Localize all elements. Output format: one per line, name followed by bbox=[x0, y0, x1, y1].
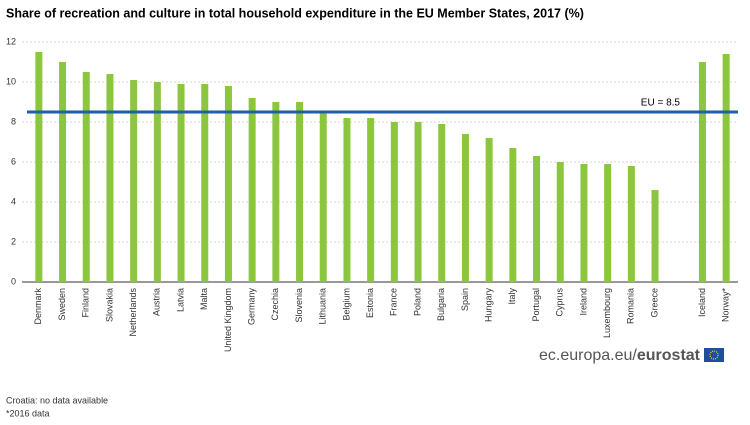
note: *2016 data bbox=[6, 408, 50, 418]
x-tick-label: Bulgaria bbox=[436, 288, 446, 321]
y-tick-label: 10 bbox=[6, 76, 16, 86]
bar bbox=[296, 102, 304, 282]
source-brand: eurostat bbox=[637, 347, 701, 364]
bar bbox=[390, 122, 398, 282]
bar bbox=[438, 124, 446, 282]
x-tick-label: United Kingdom bbox=[223, 288, 233, 352]
bar bbox=[651, 190, 659, 282]
bar bbox=[82, 72, 90, 282]
bar bbox=[698, 62, 706, 282]
x-tick-label: Iceland bbox=[697, 288, 707, 317]
bar bbox=[604, 164, 612, 282]
x-tick-label: Slovenia bbox=[294, 288, 304, 323]
x-tick-label: Cyprus bbox=[555, 288, 565, 317]
bar bbox=[627, 166, 635, 282]
bar bbox=[509, 148, 517, 282]
x-tick-label: Austria bbox=[152, 288, 162, 316]
chart-title: Share of recreation and culture in total… bbox=[6, 6, 584, 20]
note: Croatia: no data available bbox=[6, 395, 108, 405]
bar bbox=[319, 112, 327, 282]
bar bbox=[343, 118, 351, 282]
x-tick-label: Greece bbox=[649, 288, 659, 318]
x-tick-label: Poland bbox=[412, 288, 422, 316]
bar bbox=[722, 54, 730, 282]
bar bbox=[485, 138, 493, 282]
x-tick-label: Finland bbox=[81, 288, 91, 318]
y-tick-label: 8 bbox=[11, 116, 16, 126]
bar bbox=[153, 82, 161, 282]
bar bbox=[59, 62, 67, 282]
x-tick-label: Lithuania bbox=[318, 288, 328, 325]
x-tick-label: Netherlands bbox=[128, 288, 138, 337]
x-tick-label: Spain bbox=[460, 288, 470, 311]
eu-flag bbox=[704, 348, 724, 362]
bar bbox=[580, 164, 588, 282]
bar bbox=[367, 118, 375, 282]
bar bbox=[533, 156, 541, 282]
x-tick-label: Norway* bbox=[721, 288, 731, 323]
bar bbox=[414, 122, 422, 282]
reference-label: EU = 8.5 bbox=[641, 98, 681, 109]
bar bbox=[461, 134, 469, 282]
x-tick-label: Luxembourg bbox=[602, 288, 612, 338]
x-tick-label: Denmark bbox=[33, 288, 43, 325]
x-tick-label: Slovakia bbox=[104, 288, 114, 322]
x-tick-label: Latvia bbox=[175, 288, 185, 312]
bar bbox=[201, 84, 209, 282]
bar bbox=[106, 74, 114, 282]
bar bbox=[35, 52, 43, 282]
x-tick-label: Malta bbox=[199, 288, 209, 310]
x-tick-label: Czechia bbox=[270, 288, 280, 321]
source-domain: ec.europa.eu/ bbox=[539, 347, 637, 364]
x-tick-label: Italy bbox=[507, 288, 517, 305]
x-tick-label: Hungary bbox=[484, 288, 494, 323]
x-tick-label: Romania bbox=[626, 288, 636, 324]
x-tick-label: Ireland bbox=[578, 288, 588, 316]
bar bbox=[556, 162, 564, 282]
x-tick-label: Germany bbox=[247, 288, 257, 326]
bar bbox=[130, 80, 138, 282]
x-tick-label: Belgium bbox=[341, 288, 351, 321]
bar bbox=[272, 102, 280, 282]
x-tick-label: Sweden bbox=[57, 288, 67, 321]
bar bbox=[248, 98, 256, 282]
x-tick-label: Portugal bbox=[531, 288, 541, 322]
y-tick-label: 0 bbox=[11, 276, 16, 286]
y-tick-label: 2 bbox=[11, 236, 16, 246]
bar bbox=[224, 86, 232, 282]
x-tick-label: Estonia bbox=[365, 288, 375, 318]
x-tick-label: France bbox=[389, 288, 399, 316]
y-tick-label: 4 bbox=[11, 196, 16, 206]
y-tick-label: 6 bbox=[11, 156, 16, 166]
bar bbox=[177, 84, 185, 282]
y-tick-label: 12 bbox=[6, 36, 16, 46]
